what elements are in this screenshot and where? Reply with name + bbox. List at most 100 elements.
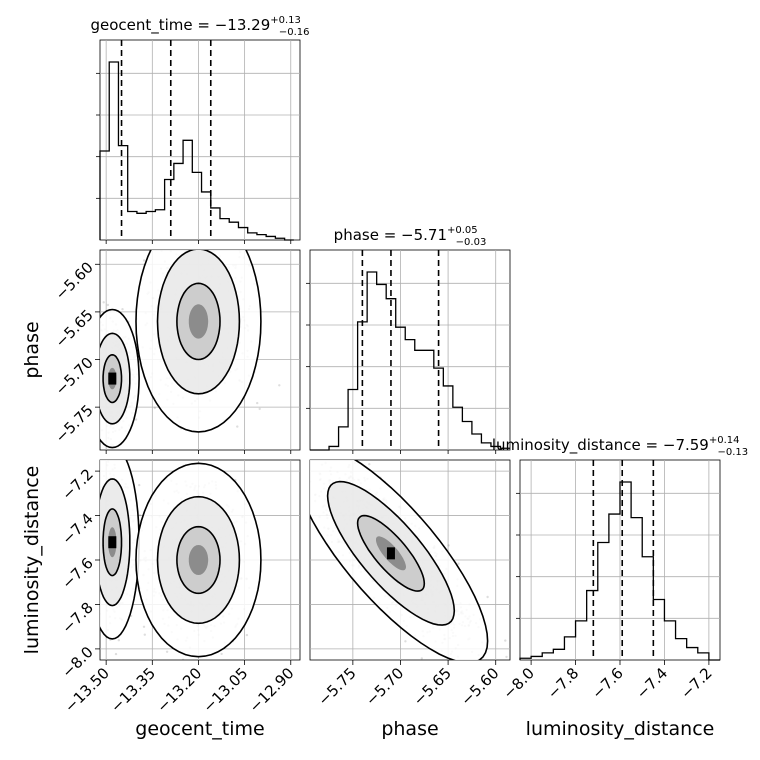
density-peak: [386, 547, 395, 560]
sample-point: [96, 528, 98, 530]
sample-point: [153, 406, 156, 410]
y-axis-label-luminosity_distance: luminosity_distance: [21, 466, 43, 655]
sample-point: [96, 384, 98, 386]
sample-point: [109, 455, 111, 457]
contour-0.86-mode-1: [156, 250, 241, 395]
contour-0.99-mode-0: [102, 353, 123, 404]
title-sub: −0.16: [279, 27, 310, 38]
sample-point: [205, 452, 207, 454]
sample-point: [90, 376, 92, 378]
title-sup: +0.05: [447, 225, 478, 236]
sample-point: [258, 407, 261, 411]
sample-point: [136, 250, 139, 251]
sample-point: [90, 506, 92, 508]
x-tick-label: −5.60: [457, 664, 502, 709]
title-sup: +0.14: [709, 435, 740, 446]
hist-panel-geocent_time: geocent_time = −13.29+0.13 −0.16: [90, 15, 310, 241]
sample-point: [93, 545, 95, 547]
sample-point: [96, 336, 98, 338]
sample-point: [278, 384, 281, 387]
hist-frame: [309, 249, 511, 451]
x-axis-label-geocent_time: geocent_time: [135, 718, 264, 740]
density-peak: [108, 372, 117, 385]
title-sub: −0.03: [456, 237, 487, 248]
y-axis-label-phase: phase: [21, 321, 43, 378]
y-tick-label: −7.8: [58, 599, 96, 637]
sample-point: [97, 433, 99, 435]
sample-point: [90, 397, 92, 399]
sample-point: [96, 529, 98, 531]
hist-luminosity_distance: [519, 481, 720, 661]
sample-point: [253, 247, 255, 249]
sample-point: [94, 561, 96, 563]
sample-point: [256, 401, 259, 405]
sample-point: [94, 550, 96, 552]
sample-point: [97, 411, 99, 413]
sample-point: [96, 400, 98, 402]
sample-point: [97, 542, 99, 544]
x-tick-label: −5.65: [410, 664, 455, 709]
sample-point: [96, 537, 98, 539]
x-tick-label: −5.70: [362, 664, 407, 709]
sample-point: [97, 385, 99, 387]
sample-point: [96, 346, 98, 348]
sample-point: [223, 674, 225, 676]
sample-point: [94, 482, 96, 484]
sample-point: [97, 424, 99, 426]
sample-point: [96, 540, 98, 542]
sample-point: [96, 392, 98, 394]
panel-title-luminosity_distance: luminosity_distance = −7.59+0.14 −0.13: [492, 435, 748, 458]
y-tick-label: −5.60: [52, 258, 97, 303]
title-sup: +0.13: [270, 15, 301, 26]
sample-point: [486, 595, 489, 599]
sample-point: [93, 360, 95, 362]
y-tick-label: −5.75: [52, 401, 97, 446]
y-tick-label: −7.4: [58, 510, 96, 548]
sample-point: [95, 352, 97, 354]
x-tick-label: −5.75: [314, 664, 359, 709]
sample-point: [92, 372, 94, 374]
sample-point: [93, 398, 95, 400]
contour-0.39-mode-0: [310, 460, 489, 660]
sample-point: [93, 586, 95, 588]
x-tick-label: −13.05: [199, 664, 251, 716]
sample-point: [91, 558, 93, 560]
hist-phase: [310, 271, 510, 451]
sample-point: [181, 658, 185, 660]
panel-title-phase: phase = −5.71+0.05 −0.03: [334, 225, 487, 248]
x-tick-label: −8.0: [499, 664, 537, 702]
sample-point: [117, 639, 121, 642]
sample-point: [96, 392, 98, 394]
sample-point: [328, 453, 330, 455]
density-peak: [108, 536, 117, 549]
contour-0.39-mode-0: [100, 308, 140, 449]
sample-point: [178, 240, 180, 242]
sample-point: [96, 566, 98, 568]
sample-point: [301, 493, 303, 495]
sample-point: [96, 569, 98, 571]
sample-point: [114, 652, 118, 656]
sample-point: [94, 510, 96, 512]
contour-0.86-mode-0: [326, 480, 456, 626]
sample-point: [106, 303, 110, 307]
sample-point: [304, 485, 306, 487]
sample-point: [83, 391, 85, 393]
contour-0.99-mode-1: [176, 525, 221, 595]
sample-point: [92, 375, 94, 377]
sample-point: [97, 533, 99, 535]
sample-point: [94, 554, 96, 556]
sample-point: [142, 625, 146, 628]
x-tick-label: −7.2: [677, 664, 715, 702]
y-tick-label: −7.6: [58, 554, 96, 592]
sample-point: [165, 650, 169, 653]
sample-point: [97, 574, 99, 576]
contour-0.99-mode-0: [356, 514, 426, 592]
contour-0.39-mode-1: [135, 250, 262, 433]
contour-0.39-mode-0: [100, 460, 140, 640]
sample-point: [90, 387, 92, 389]
x-tick-label: −7.8: [544, 664, 582, 702]
sample-point: [93, 386, 95, 388]
hist-panel-phase: phase = −5.71+0.05 −0.03: [306, 225, 511, 451]
sample-point: [97, 368, 99, 370]
